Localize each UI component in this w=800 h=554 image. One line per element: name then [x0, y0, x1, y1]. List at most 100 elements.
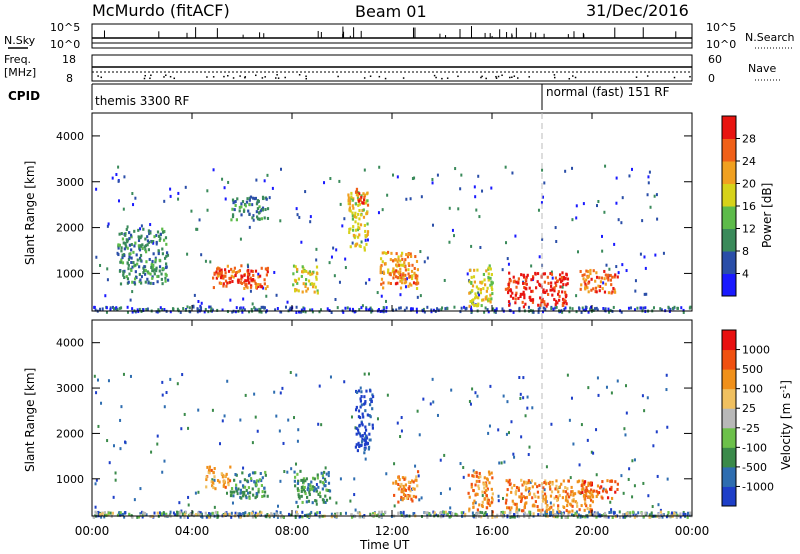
- data-cell: [534, 482, 537, 486]
- data-cell: [243, 485, 247, 489]
- data-cell: [137, 310, 140, 314]
- data-cell: [359, 434, 362, 438]
- data-cell: [177, 191, 180, 195]
- data-cell: [562, 301, 566, 305]
- data-cell: [152, 252, 155, 256]
- data-cell: [411, 177, 414, 181]
- data-cell: [571, 504, 574, 508]
- data-cell: [507, 431, 510, 435]
- data-cell: [216, 272, 219, 276]
- data-cell: [117, 199, 120, 203]
- data-cell: [478, 215, 481, 219]
- data-cell: [655, 430, 658, 434]
- data-cell: [309, 487, 312, 491]
- data-cell: [328, 496, 332, 500]
- data-cell: [472, 474, 475, 478]
- data-cell: [277, 504, 280, 508]
- data-cell: [552, 307, 555, 311]
- cpid-mode-normal: normal (fast) 151 RF: [546, 85, 670, 99]
- data-cell: [250, 478, 253, 482]
- data-cell: [403, 308, 406, 312]
- data-cell: [586, 286, 589, 290]
- nave-dot: [165, 74, 167, 76]
- data-cell: [150, 265, 153, 269]
- data-cell: [460, 306, 463, 310]
- data-cell: [435, 513, 438, 517]
- data-cell: [161, 230, 165, 234]
- data-cell: [150, 240, 154, 244]
- data-cell: [531, 289, 534, 293]
- data-cell: [484, 482, 487, 486]
- data-cell: [266, 207, 270, 211]
- data-cell: [584, 515, 587, 519]
- data-cell: [578, 479, 581, 483]
- data-cell: [595, 275, 599, 279]
- colorbar-frame: [721, 329, 737, 507]
- data-cell: [191, 510, 194, 514]
- data-cell: [669, 307, 672, 311]
- data-cell: [387, 268, 390, 272]
- nave-dot: [169, 75, 172, 78]
- data-cell: [305, 477, 308, 481]
- data-cell: [488, 278, 491, 282]
- data-cell: [359, 399, 363, 403]
- data-cell: [667, 511, 670, 515]
- data-cell: [470, 275, 473, 279]
- data-cell: [160, 272, 163, 276]
- data-cell: [255, 210, 258, 214]
- data-cell: [519, 495, 522, 499]
- data-cell: [488, 481, 491, 485]
- data-cell: [653, 194, 656, 198]
- data-cell: [603, 511, 607, 515]
- data-cell: [520, 492, 523, 496]
- data-cell: [142, 511, 145, 515]
- data-cell: [654, 253, 657, 257]
- data-cell: [380, 277, 384, 281]
- data-cell: [592, 489, 596, 493]
- data-cell: [583, 481, 586, 485]
- data-cell: [137, 244, 141, 248]
- data-cell: [232, 494, 235, 498]
- data-cell: [323, 181, 326, 185]
- data-cell: [469, 402, 472, 406]
- data-cell: [225, 472, 228, 476]
- data-cell: [223, 479, 226, 483]
- data-cell: [300, 478, 303, 482]
- data-cell: [598, 513, 601, 517]
- data-cell: [585, 486, 588, 490]
- data-cell: [220, 268, 223, 272]
- data-cell: [476, 492, 479, 496]
- data-cell: [161, 393, 164, 397]
- data-cell: [129, 374, 132, 378]
- data-cell: [503, 511, 506, 515]
- data-cell: [539, 512, 542, 516]
- data-cell: [395, 481, 398, 485]
- data-cell: [606, 276, 609, 280]
- data-cell: [672, 306, 675, 310]
- data-cell: [600, 276, 604, 280]
- data-cell: [523, 480, 526, 484]
- data-cell: [264, 208, 267, 212]
- data-cell: [200, 301, 203, 305]
- data-cell: [471, 289, 474, 293]
- beam-title: Beam 01: [355, 2, 427, 21]
- data-cell: [460, 173, 463, 177]
- data-cell: [399, 435, 402, 439]
- data-cell: [241, 490, 244, 494]
- data-cell: [431, 377, 434, 381]
- colorbar-swatch: [722, 427, 736, 448]
- data-cell: [297, 277, 300, 281]
- data-cell: [351, 217, 355, 221]
- data-cell: [266, 173, 269, 177]
- data-cell: [364, 400, 367, 404]
- data-cell: [400, 488, 403, 492]
- data-cell: [359, 213, 363, 217]
- data-cell: [392, 481, 395, 485]
- data-cell: [526, 395, 529, 399]
- data-cell: [468, 280, 471, 284]
- data-cell: [565, 495, 568, 499]
- data-cell: [156, 442, 159, 446]
- data-cell: [132, 250, 135, 254]
- data-cell: [130, 248, 133, 252]
- data-cell: [544, 290, 547, 294]
